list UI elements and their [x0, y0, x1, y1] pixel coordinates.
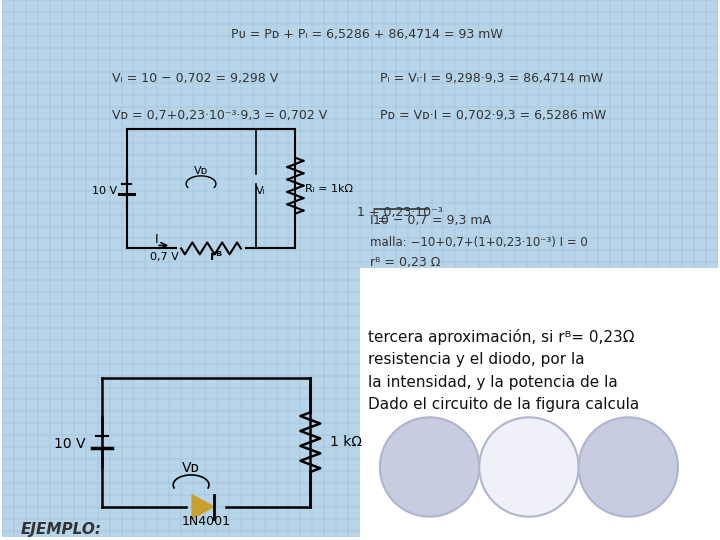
Text: rᴮ: rᴮ: [210, 251, 222, 264]
Bar: [360, 268, 718, 537]
Text: Vₗ: Vₗ: [256, 186, 265, 196]
Text: Vₗ = 10 − 0,702 = 9,298 V: Vₗ = 10 − 0,702 = 9,298 V: [112, 71, 278, 85]
Text: malla: −10+0,7+(1+0,23·10⁻³) I = 0: malla: −10+0,7+(1+0,23·10⁻³) I = 0: [370, 237, 588, 249]
Bar: [2, 0, 718, 268]
Text: EJEMPLO:: EJEMPLO:: [20, 522, 102, 537]
Text: 10 V: 10 V: [54, 437, 86, 451]
Text: I: I: [154, 233, 158, 246]
Text: Pᴅ = Vᴅ·I = 0,702·9,3 = 6,5286 mW: Pᴅ = Vᴅ·I = 0,702·9,3 = 6,5286 mW: [380, 109, 606, 122]
Text: Vᴅ: Vᴅ: [182, 461, 200, 475]
Text: la intensidad, y la potencia de la: la intensidad, y la potencia de la: [368, 375, 618, 389]
Text: I =: I =: [370, 214, 388, 227]
Text: 0,7 V: 0,7 V: [150, 252, 179, 262]
Bar: [2, 268, 718, 537]
Text: 10 − 0,7: 10 − 0,7: [372, 214, 427, 227]
Text: tercera aproximación, si rᴮ= 0,23Ω: tercera aproximación, si rᴮ= 0,23Ω: [368, 329, 634, 345]
Text: Vᴅ: Vᴅ: [194, 166, 208, 176]
Text: rᴮ = 0,23 Ω: rᴮ = 0,23 Ω: [370, 256, 441, 269]
Circle shape: [480, 417, 579, 517]
Circle shape: [579, 417, 678, 517]
Text: 1 kΩ: 1 kΩ: [330, 435, 362, 449]
Text: Pₗ = Vₗ·I = 9,298·9,3 = 86,4714 mW: Pₗ = Vₗ·I = 9,298·9,3 = 86,4714 mW: [380, 71, 603, 85]
Text: Pᴜ = Pᴅ + Pₗ = 6,5286 + 86,4714 = 93 mW: Pᴜ = Pᴅ + Pₗ = 6,5286 + 86,4714 = 93 mW: [231, 28, 503, 41]
Text: 1N4001: 1N4001: [181, 515, 230, 528]
Polygon shape: [192, 495, 214, 518]
Text: 10 V: 10 V: [92, 186, 117, 196]
Text: Dado el circuito de la figura calcula: Dado el circuito de la figura calcula: [368, 397, 639, 413]
Circle shape: [380, 417, 480, 517]
Text: Vᴅ = 0,7+0,23·10⁻³·9,3 = 0,702 V: Vᴅ = 0,7+0,23·10⁻³·9,3 = 0,702 V: [112, 109, 327, 122]
Text: Rₗ = 1kΩ: Rₗ = 1kΩ: [305, 184, 354, 194]
Text: resistencia y el diodo, por la: resistencia y el diodo, por la: [368, 352, 585, 367]
Text: = 9,3 mA: = 9,3 mA: [431, 214, 490, 227]
Text: 1 + 0,23·10⁻³: 1 + 0,23·10⁻³: [357, 206, 443, 219]
